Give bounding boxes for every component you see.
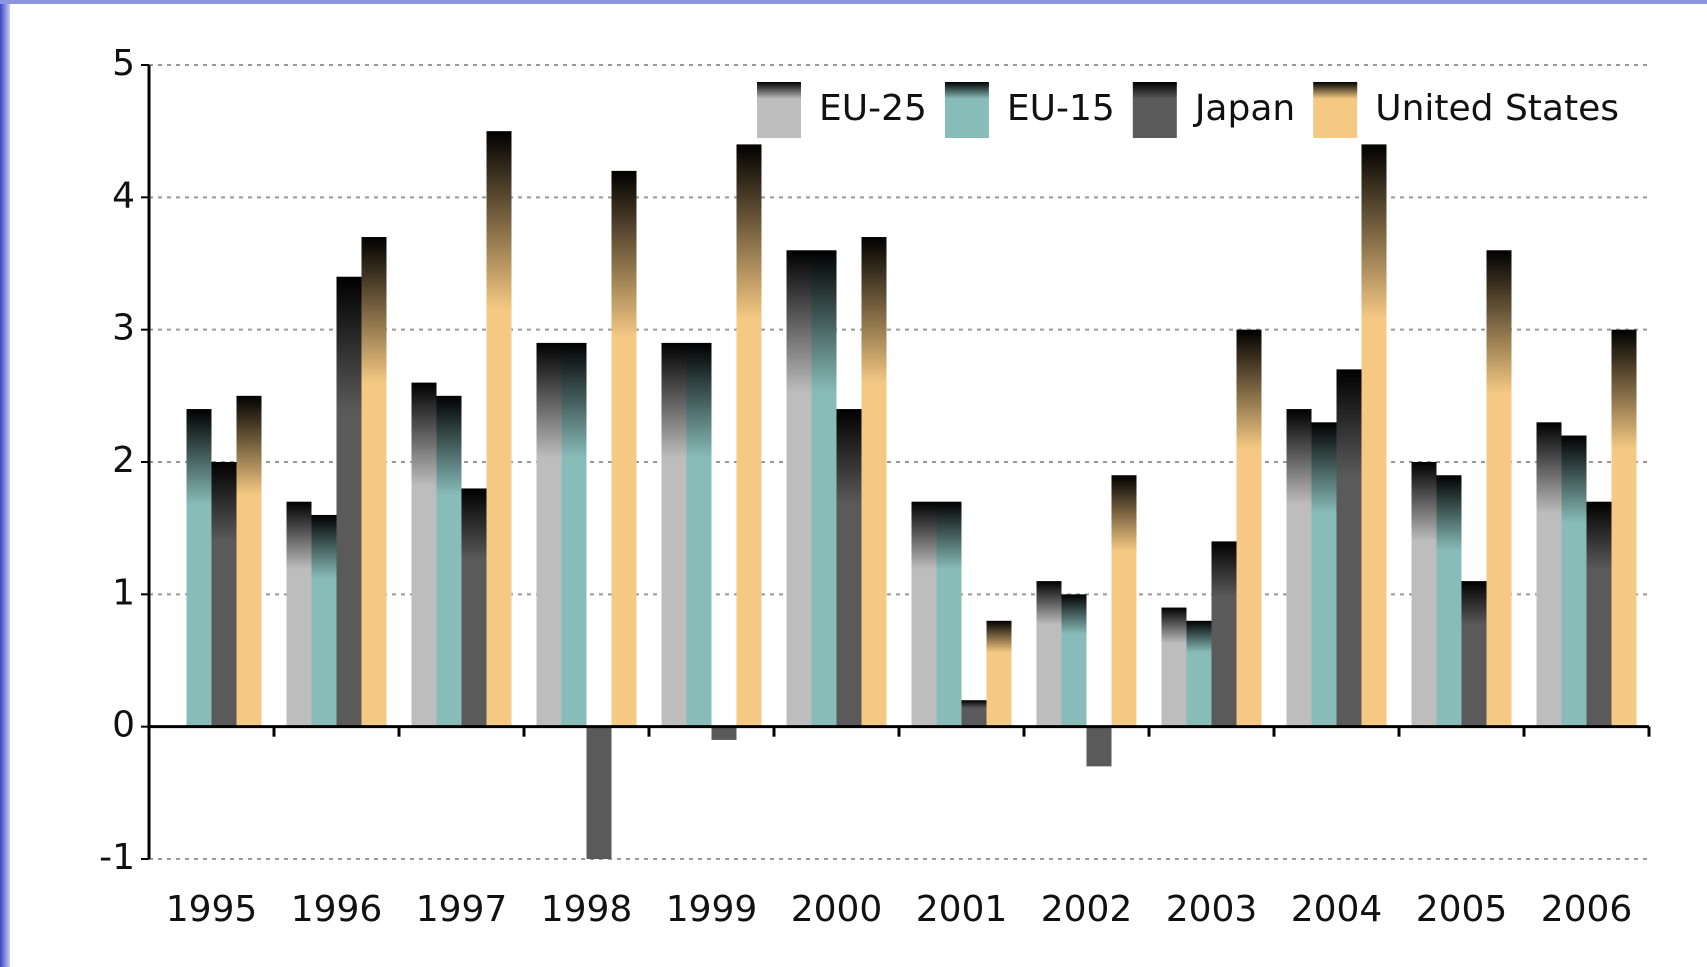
bar xyxy=(1211,541,1237,727)
bar xyxy=(1411,462,1437,727)
bar xyxy=(1561,435,1587,727)
bar xyxy=(736,144,762,727)
bar xyxy=(1161,607,1187,727)
x-tick-label: 2004 xyxy=(1291,889,1383,930)
y-tick-label: 5 xyxy=(112,43,135,84)
x-tick-label: 2005 xyxy=(1416,889,1508,930)
bar xyxy=(1436,475,1462,727)
bar xyxy=(686,342,712,727)
bar xyxy=(1236,329,1262,727)
y-tick-label: 0 xyxy=(112,705,135,746)
bar xyxy=(461,488,487,727)
bar xyxy=(1286,409,1312,727)
bar xyxy=(411,382,437,727)
x-tick-label: 2001 xyxy=(916,889,1008,930)
bar xyxy=(586,726,612,859)
frame-top xyxy=(0,0,1707,4)
bar xyxy=(1036,581,1062,727)
bar xyxy=(311,514,337,727)
bar xyxy=(536,342,562,727)
legend: EU-25 EU-15 Japan United States xyxy=(757,82,1619,138)
bar xyxy=(811,250,837,727)
bar xyxy=(1086,726,1112,767)
legend-label: EU-15 xyxy=(1007,88,1115,129)
legend-label: Japan xyxy=(1193,88,1295,129)
y-tick-label: 4 xyxy=(112,175,135,216)
x-tick-label: 1997 xyxy=(416,889,508,930)
bar xyxy=(361,237,387,727)
y-tick-label: 3 xyxy=(112,308,135,349)
bar xyxy=(911,501,937,727)
bar xyxy=(1336,369,1362,727)
legend-swatch xyxy=(757,82,801,138)
x-tick-label: 2002 xyxy=(1041,889,1133,930)
x-tick-label: 2003 xyxy=(1166,889,1258,930)
bar xyxy=(436,395,462,727)
y-tick-label: -1 xyxy=(99,837,135,878)
bar xyxy=(1186,620,1212,727)
x-tick-label: 1999 xyxy=(666,889,758,930)
bar xyxy=(961,700,987,727)
x-tick-label: 1998 xyxy=(541,889,633,930)
bar xyxy=(336,276,362,727)
bar xyxy=(986,620,1012,727)
bar xyxy=(661,342,687,727)
bar xyxy=(1311,422,1337,727)
y-tick-label: 1 xyxy=(112,572,135,613)
bar xyxy=(1061,594,1087,727)
legend-swatch xyxy=(1132,82,1177,138)
bar xyxy=(861,237,887,727)
bar xyxy=(561,342,587,727)
bar xyxy=(186,409,212,727)
bar xyxy=(211,462,237,727)
x-tick-label: 2006 xyxy=(1541,889,1633,930)
legend-swatch xyxy=(944,82,989,138)
legend-label: EU-25 xyxy=(819,88,927,129)
bar xyxy=(236,395,262,727)
bar xyxy=(836,409,862,727)
bar xyxy=(1611,329,1637,727)
x-tick-label: 1996 xyxy=(291,889,383,930)
bar xyxy=(1586,501,1612,727)
bar xyxy=(486,131,512,727)
bar xyxy=(936,501,962,727)
bar xyxy=(1461,581,1487,727)
legend-swatch xyxy=(1313,82,1358,138)
x-tick-label: 2000 xyxy=(791,889,883,930)
bar xyxy=(1111,475,1137,727)
frame-left xyxy=(0,0,10,967)
bar xyxy=(1536,422,1562,727)
x-tick-label: 1995 xyxy=(166,889,258,930)
bar xyxy=(1361,144,1387,727)
y-tick-label: 2 xyxy=(112,440,135,481)
bar xyxy=(711,726,737,740)
legend-label: United States xyxy=(1375,88,1619,129)
bar xyxy=(1486,250,1512,727)
bar xyxy=(611,170,637,727)
bar xyxy=(786,250,812,727)
bar xyxy=(286,501,312,727)
